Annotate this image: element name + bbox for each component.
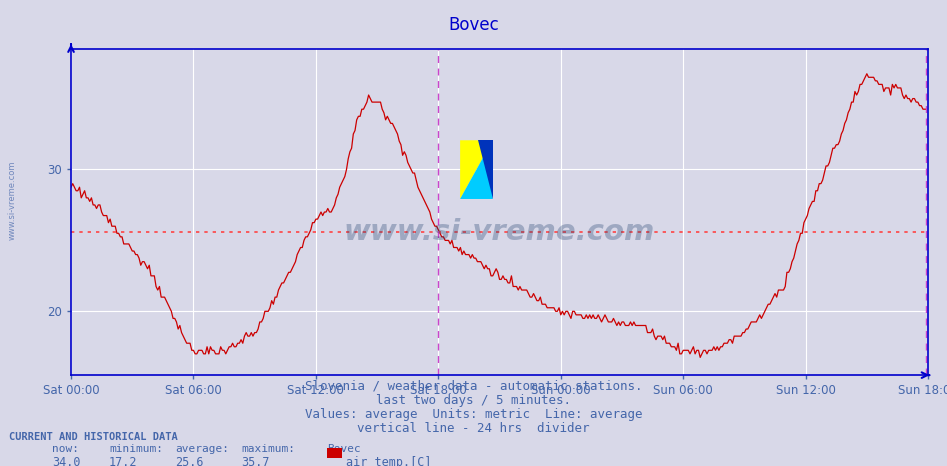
Polygon shape xyxy=(478,140,492,199)
Text: www.si-vreme.com: www.si-vreme.com xyxy=(8,161,17,240)
Text: www.si-vreme.com: www.si-vreme.com xyxy=(344,218,655,246)
Text: 17.2: 17.2 xyxy=(109,456,137,466)
Text: maximum:: maximum: xyxy=(241,444,295,453)
Text: CURRENT AND HISTORICAL DATA: CURRENT AND HISTORICAL DATA xyxy=(9,432,178,442)
Polygon shape xyxy=(460,140,492,199)
Text: now:: now: xyxy=(52,444,80,453)
Text: minimum:: minimum: xyxy=(109,444,163,453)
Text: air temp.[C]: air temp.[C] xyxy=(346,456,431,466)
Text: 34.0: 34.0 xyxy=(52,456,80,466)
Polygon shape xyxy=(460,140,492,199)
Text: 35.7: 35.7 xyxy=(241,456,270,466)
Text: 25.6: 25.6 xyxy=(175,456,204,466)
Text: Values: average  Units: metric  Line: average: Values: average Units: metric Line: aver… xyxy=(305,408,642,421)
Text: Slovenia / weather data - automatic stations.: Slovenia / weather data - automatic stat… xyxy=(305,380,642,393)
Text: Bovec: Bovec xyxy=(448,16,499,34)
Text: last two days / 5 minutes.: last two days / 5 minutes. xyxy=(376,394,571,407)
Text: Bovec: Bovec xyxy=(327,444,361,453)
Text: average:: average: xyxy=(175,444,229,453)
Text: vertical line - 24 hrs  divider: vertical line - 24 hrs divider xyxy=(357,422,590,435)
